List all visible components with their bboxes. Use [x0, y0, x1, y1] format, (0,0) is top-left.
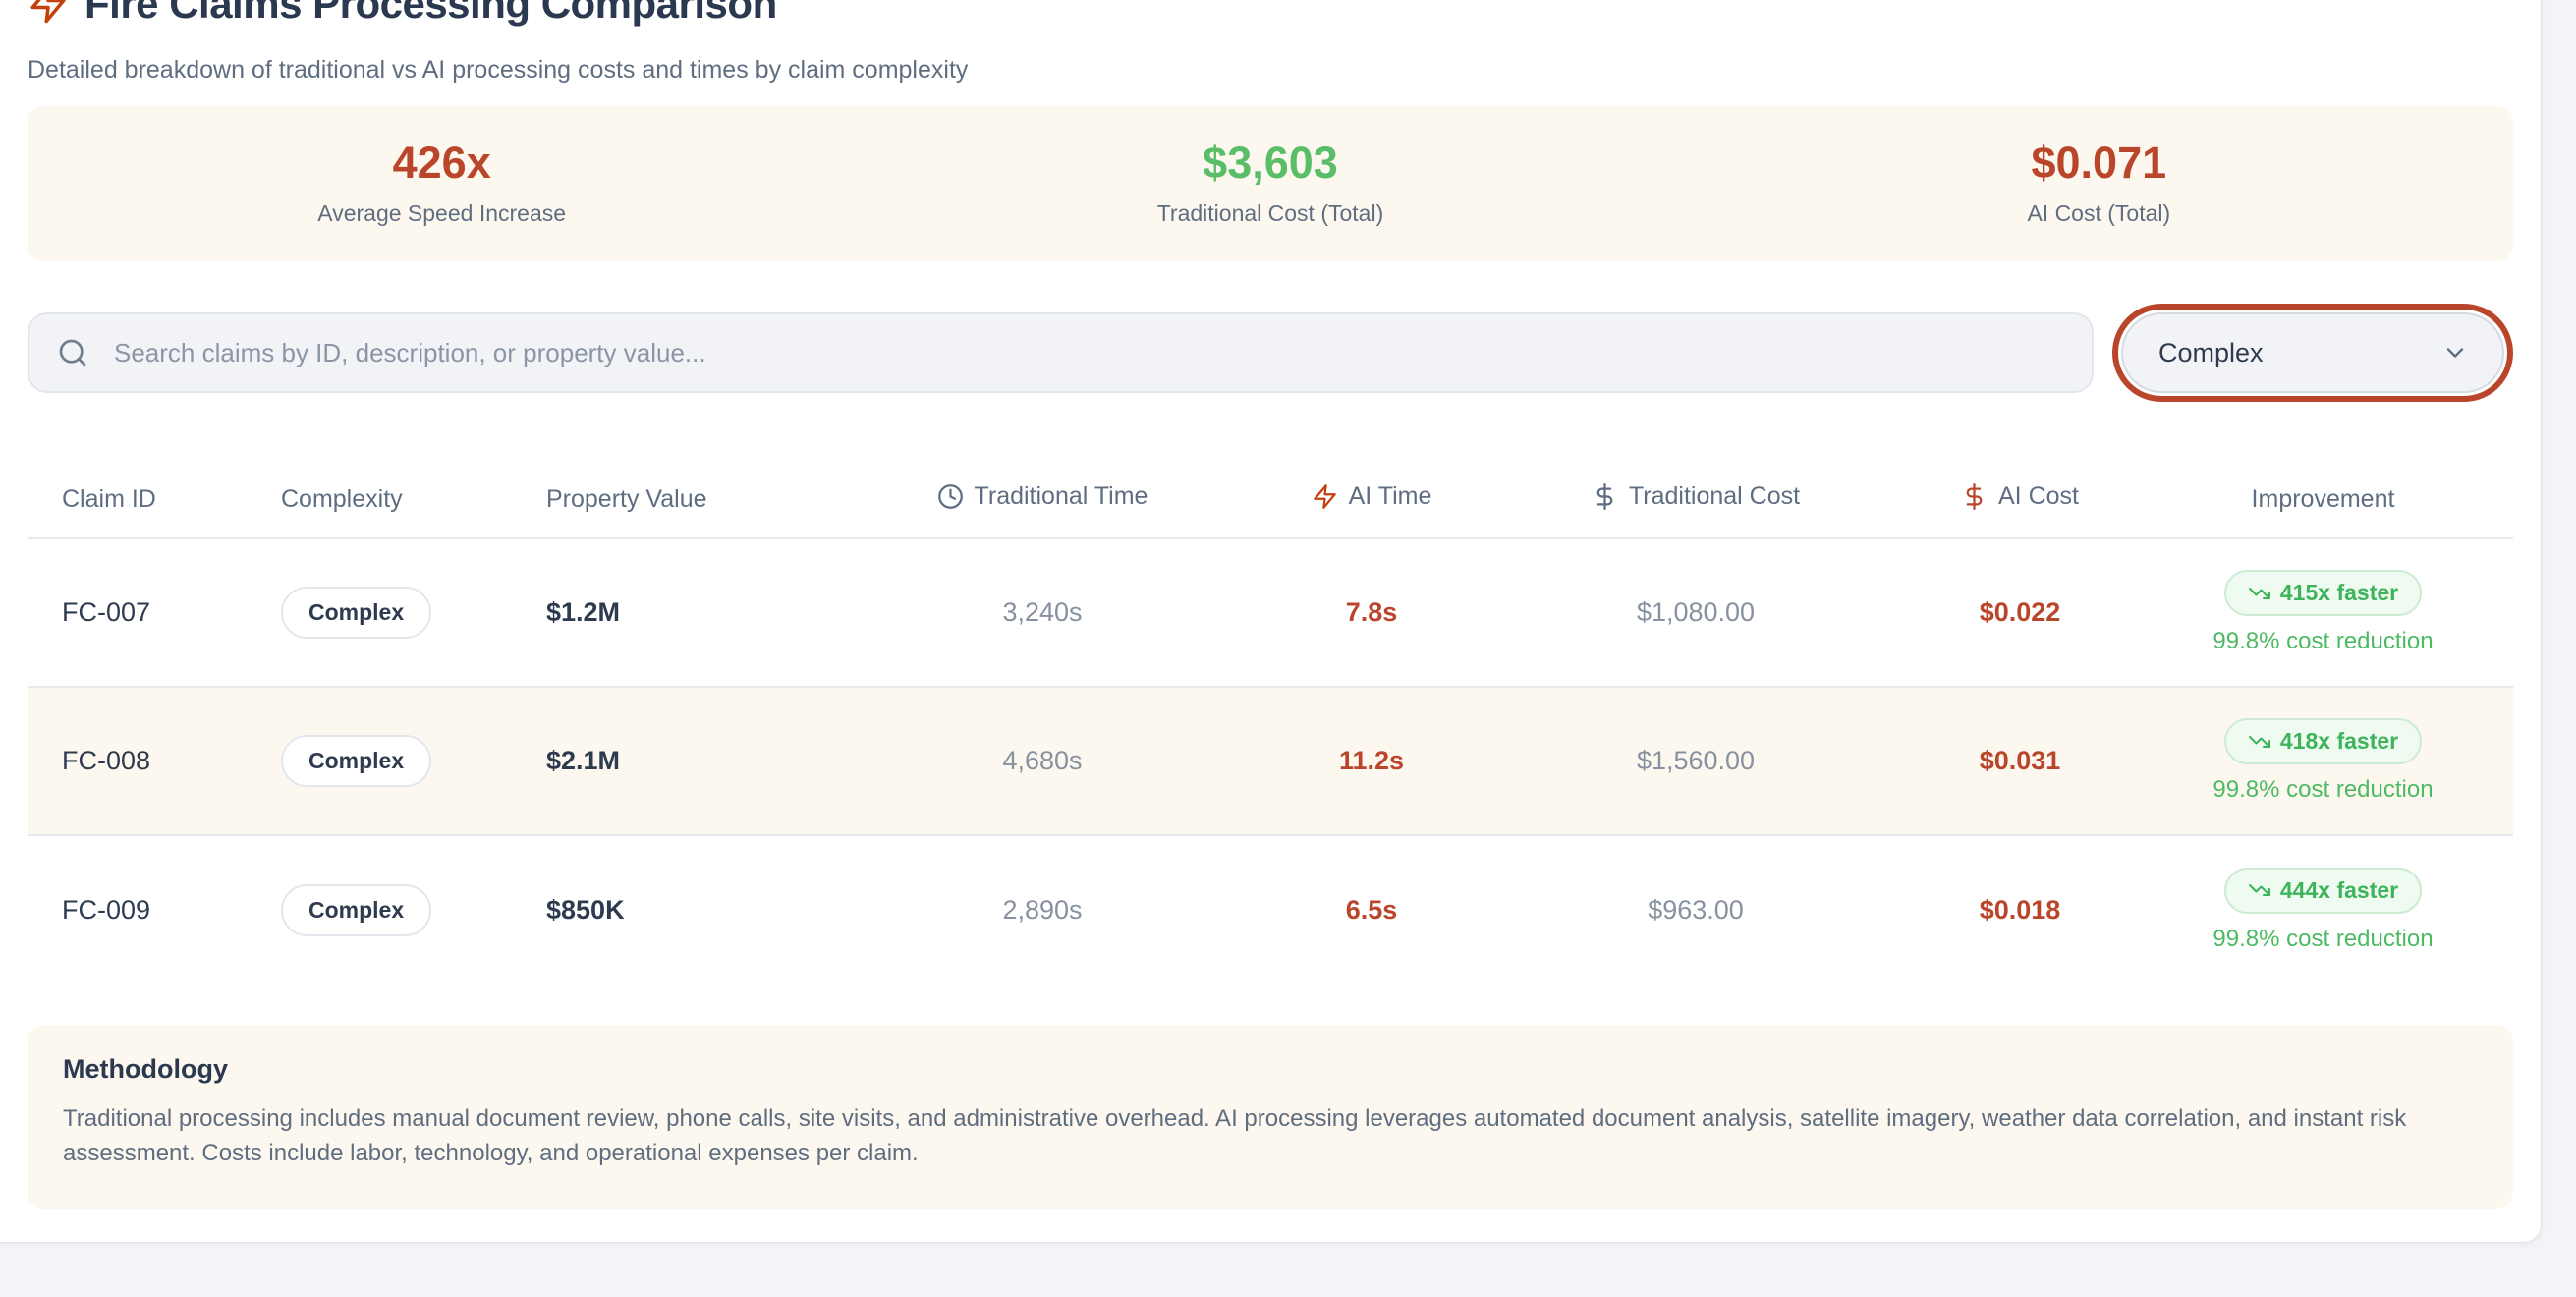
stat-value: $0.071: [2031, 138, 2167, 188]
ai-time-cell: 11.2s: [1259, 687, 1484, 836]
traditional-cost-cell: $963.00: [1648, 894, 1744, 925]
claim-id-cell: FC-009: [62, 894, 151, 925]
improvement-cell: 418x faster 99.8% cost reduction: [2133, 687, 2513, 836]
property-value-cell: $1.2M: [512, 538, 826, 688]
claims-table: Claim ID Complexity Property Value Tradi…: [28, 462, 2513, 984]
dollar-icon: [1966, 483, 1983, 510]
traditional-time-cell: 4,680s: [826, 687, 1259, 836]
speed-badge: 418x faster: [2223, 718, 2423, 764]
table-row[interactable]: FC-008 Complex $2.1M 4,680s 11.2s $1,560…: [28, 687, 2513, 836]
cost-reduction-label: 99.8% cost reduction: [2212, 925, 2434, 952]
complexity-filter-select[interactable]: Complex: [2121, 312, 2504, 393]
col-improvement[interactable]: Improvement: [2133, 462, 2513, 539]
filter-selected-value: Complex: [2158, 337, 2264, 367]
traditional-time-cell: 3,240s: [826, 538, 1259, 688]
controls-row: Complex: [28, 312, 2513, 393]
ai-time-cell: 6.5s: [1345, 894, 1398, 925]
stat-ai-cost-total: $0.071 AI Cost (Total): [1685, 141, 2513, 227]
zap-icon: [1313, 484, 1336, 509]
property-value-cell: $850K: [546, 894, 625, 925]
search-input[interactable]: [28, 312, 2094, 393]
chevron-down-icon: [2446, 348, 2464, 358]
stat-value: 426x: [392, 138, 491, 188]
stat-traditional-cost-total: $3,603 Traditional Cost (Total): [856, 141, 1684, 227]
col-ai-cost[interactable]: AI Cost: [1907, 462, 2133, 539]
methodology-body: Traditional processing includes manual d…: [63, 1105, 2407, 1166]
stat-average-speed: 426x Average Speed Increase: [28, 141, 856, 227]
stat-value: $3,603: [1203, 138, 1338, 188]
methodology-panel: Methodology Traditional processing inclu…: [28, 1025, 2513, 1209]
col-ai-time[interactable]: AI Time: [1259, 462, 1484, 539]
trending-down-icon: [2248, 735, 2270, 748]
claim-id-cell: FC-007: [28, 538, 247, 688]
property-value-cell: $2.1M: [512, 687, 826, 836]
traditional-cost-cell: $1,080.00: [1484, 538, 1907, 688]
table-row[interactable]: FC-009 Complex $850K 2,890s 6.5s $963.00…: [28, 835, 2513, 984]
complexity-cell: Complex: [247, 538, 512, 688]
ai-cost-cell: $0.031: [1907, 687, 2133, 836]
stat-label: AI Cost (Total): [2027, 200, 2171, 226]
search-box: [28, 312, 2094, 393]
clock-icon: [937, 484, 963, 509]
trending-down-icon: [2248, 884, 2270, 896]
col-property-value[interactable]: Property Value: [512, 462, 826, 539]
complexity-cell: Complex: [247, 687, 512, 836]
complexity-badge: Complex: [281, 883, 432, 936]
card-content: Fire Claims Processing Comparison Detail…: [28, 0, 2513, 1209]
page-header: Fire Claims Processing Comparison: [28, 0, 2513, 25]
zap-icon: [30, 0, 66, 24]
complexity-badge: Complex: [281, 587, 432, 639]
stat-label: Average Speed Increase: [317, 200, 567, 226]
complexity-badge: Complex: [281, 735, 432, 787]
page-subtitle: Detailed breakdown of traditional vs AI …: [28, 56, 969, 84]
cost-reduction-label: 99.8% cost reduction: [2212, 628, 2434, 654]
search-icon: [57, 337, 88, 368]
table-header-row: Claim ID Complexity Property Value Tradi…: [28, 462, 2513, 539]
summary-stats-bar: 426x Average Speed Increase $3,603 Tradi…: [28, 106, 2513, 261]
stat-label: Traditional Cost (Total): [1156, 200, 1384, 226]
ai-time-cell: 7.8s: [1259, 538, 1484, 688]
speed-badge: 444x faster: [2223, 867, 2423, 914]
improvement-cell: 415x faster 99.8% cost reduction: [2133, 538, 2513, 688]
col-traditional-cost[interactable]: Traditional Cost: [1484, 462, 1907, 539]
dollar-icon: [1596, 483, 1613, 510]
complexity-cell: Complex: [247, 835, 512, 984]
traditional-time-cell: 2,890s: [1002, 894, 1083, 925]
page-title: Fire Claims Processing Comparison: [84, 0, 777, 27]
table-row[interactable]: FC-007 Complex $1.2M 3,240s 7.8s $1,080.…: [28, 538, 2513, 688]
col-complexity[interactable]: Complexity: [247, 462, 512, 539]
ai-cost-cell: $0.018: [1979, 894, 2061, 925]
col-traditional-time[interactable]: Traditional Time: [826, 462, 1259, 539]
traditional-cost-cell: $1,560.00: [1484, 687, 1907, 836]
claim-id-cell: FC-008: [28, 687, 247, 836]
ai-cost-cell: $0.022: [1907, 538, 2133, 688]
main-card: Fire Claims Processing Comparison Detail…: [0, 0, 2542, 1243]
methodology-title: Methodology: [63, 1054, 228, 1084]
trending-down-icon: [2248, 587, 2270, 599]
cost-reduction-label: 99.8% cost reduction: [2212, 776, 2434, 803]
speed-badge: 415x faster: [2223, 570, 2423, 616]
col-claim-id[interactable]: Claim ID: [28, 462, 247, 539]
improvement-cell: 444x faster 99.8% cost reduction: [2133, 835, 2513, 984]
